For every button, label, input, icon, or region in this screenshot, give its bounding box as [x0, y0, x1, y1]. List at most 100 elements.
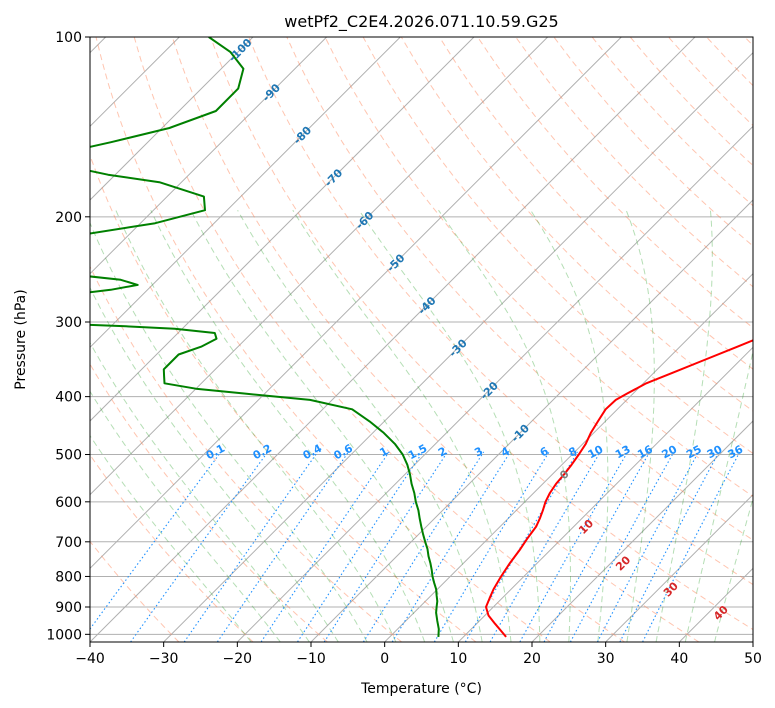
- mixing-ratio-line: [362, 451, 485, 642]
- dry-adiabat-line: [90, 363, 328, 642]
- chart-title: wetPf2_C2E4.2026.071.10.59.G25: [284, 12, 558, 32]
- isotherm-line: [236, 125, 753, 642]
- isotherm-label: -100: [226, 36, 255, 65]
- isotherm-label: 30: [661, 579, 681, 599]
- y-tick-label: 800: [55, 569, 82, 585]
- background-lines: [90, 37, 753, 642]
- y-tick-label: 1000: [46, 627, 82, 643]
- moist-adiabat-line: [237, 209, 483, 642]
- y-axis-ticks: 100 200 300 400 500 600 700 800 900 1000: [46, 30, 90, 643]
- x-tick-label: −40: [75, 651, 105, 667]
- isotherm-line: [90, 37, 622, 570]
- x-tick-label: −10: [296, 651, 326, 667]
- isotherm-line: [90, 37, 254, 201]
- x-tick-label: 40: [670, 651, 688, 667]
- dry-adiabat-line: [90, 265, 403, 642]
- moist-adiabat-line: [655, 210, 713, 642]
- moist-adiabat-line: [90, 341, 310, 642]
- mixing-ratio-label: 2: [436, 444, 449, 459]
- isotherm-label: -20: [478, 379, 501, 402]
- y-tick-label: 700: [55, 535, 82, 551]
- mixing-ratio-line: [489, 451, 601, 642]
- y-tick-label: 400: [55, 390, 82, 406]
- x-tick-label: −20: [223, 651, 253, 667]
- x-tick-label: −30: [149, 651, 179, 667]
- isotherm-label: -40: [415, 294, 438, 317]
- moist-adiabat-line: [530, 209, 609, 642]
- mixing-ratio-line: [260, 451, 390, 642]
- profile-lines: [90, 37, 753, 638]
- isotherm-line: [605, 493, 753, 642]
- moist-adiabat-line: [90, 286, 339, 642]
- mixing-ratio-line: [391, 451, 511, 642]
- moist-adiabat-line: [115, 209, 397, 642]
- isopleth-labels: 0.1 0.2 0.4 0.6 1 1.5 2 3 4 6 8 10 13 16 20 25 30 36-100-…: [204, 36, 746, 623]
- y-tick-label: 100: [55, 30, 82, 46]
- moist-adiabat-line: [684, 348, 753, 642]
- y-tick-label: 200: [55, 210, 82, 226]
- dry-adiabat-line: [286, 37, 753, 541]
- mixing-ratio-label: 20: [660, 443, 680, 462]
- y-tick-label: 900: [55, 600, 82, 616]
- x-tick-label: 0: [380, 651, 389, 667]
- plot-frame: [89, 36, 754, 643]
- dry-adiabat-line: [248, 37, 753, 586]
- isotherm-line: [384, 272, 753, 642]
- dry-adiabat-line: [133, 37, 625, 642]
- dry-adiabat-line: [400, 37, 753, 412]
- x-axis-label: Temperature (°C): [360, 681, 482, 697]
- moist-adiabat-line: [292, 209, 512, 642]
- dry-adiabat-line: [324, 37, 753, 498]
- isotherm-line: [457, 346, 753, 642]
- isotherm-line: [90, 37, 696, 642]
- moist-adiabat-line: [90, 390, 281, 642]
- dry-adiabat-line: [477, 37, 753, 329]
- x-tick-label: 20: [523, 651, 541, 667]
- dewpoint-profile-line: [90, 37, 440, 637]
- dry-adiabat-line: [515, 37, 753, 288]
- isotherm-line: [163, 51, 753, 642]
- mixing-ratio-label: 16: [635, 443, 655, 462]
- isotherm-line: [90, 37, 475, 422]
- dry-adiabat-line: [591, 37, 753, 207]
- isotherm-line: [90, 37, 401, 349]
- dry-adiabat-line: [171, 37, 700, 642]
- x-axis-ticks: −40 −30 −20 −10 0 10 20 30 40 50: [75, 642, 762, 667]
- mixing-ratio-label: 0.6: [332, 442, 356, 463]
- mixing-ratio-line: [323, 451, 449, 642]
- mixing-ratio-line: [130, 451, 269, 642]
- isotherm-label: 40: [711, 603, 731, 623]
- moist-adiabat-line: [358, 209, 541, 642]
- dry-adiabat-line: [90, 453, 254, 642]
- mixing-ratio-line: [619, 451, 720, 642]
- isotherm-label: -50: [384, 251, 407, 274]
- mixing-ratio-line: [90, 451, 222, 630]
- mixing-ratio-line: [519, 451, 629, 642]
- y-tick-label: 600: [55, 495, 82, 511]
- dry-adiabat-line: [95, 37, 551, 642]
- mixing-ratio-label: 25: [684, 443, 704, 462]
- moist-adiabat-line: [90, 434, 252, 642]
- mixing-ratio-label: 6: [538, 444, 551, 459]
- mixing-ratio-label: 0.2: [251, 442, 274, 463]
- isotherm-line: [90, 37, 549, 496]
- isotherm-line: [531, 420, 753, 642]
- isotherm-line: [90, 37, 328, 275]
- dry-adiabat-line: [668, 37, 753, 127]
- mixing-ratio-line: [297, 451, 424, 642]
- x-tick-label: 10: [449, 651, 467, 667]
- isotherm-line: [752, 641, 753, 642]
- isotherm-line: [678, 567, 753, 642]
- isotherm-label: -30: [447, 336, 470, 359]
- mixing-ratio-line: [216, 451, 349, 642]
- dry-adiabat-line: [210, 37, 753, 631]
- moist-adiabat-line: [438, 209, 571, 642]
- x-tick-label: 50: [744, 651, 762, 667]
- isotherm-label: 10: [576, 517, 596, 537]
- mixing-ratio-label: 13: [613, 443, 633, 462]
- mixing-ratio-label: 10: [586, 443, 606, 462]
- x-tick-label: 30: [597, 651, 615, 667]
- y-tick-label: 500: [55, 448, 82, 464]
- mixing-ratio-line: [569, 451, 675, 642]
